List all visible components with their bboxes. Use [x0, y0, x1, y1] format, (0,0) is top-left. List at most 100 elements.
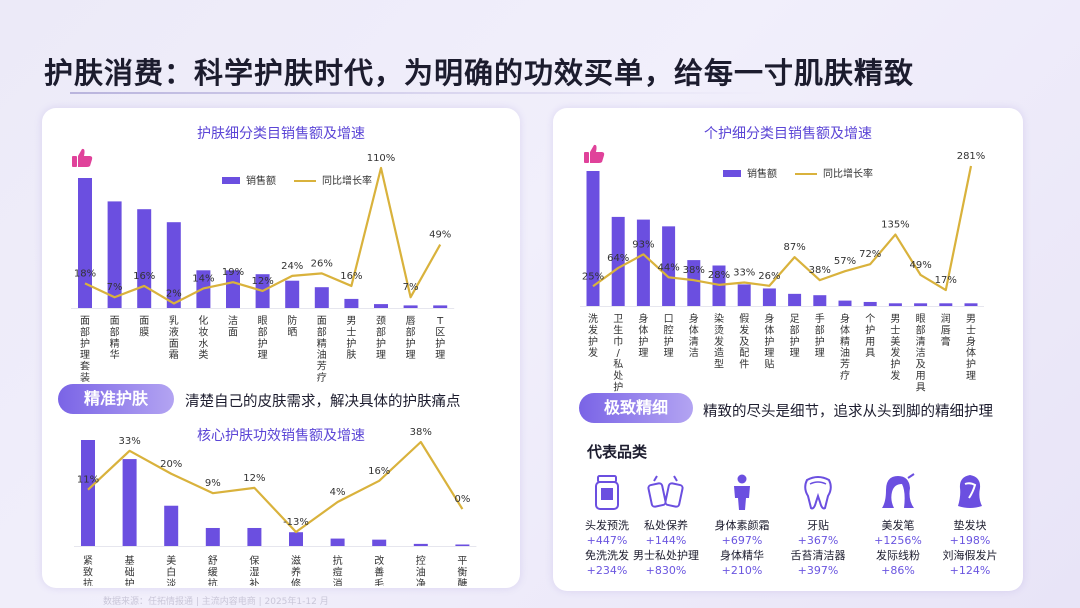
product-item: 头发预洗 +447% 免洗洗发 +234% — [572, 472, 642, 578]
left-tagline: 清楚自己的皮肤需求，解决具体的护肤痛点 — [185, 394, 461, 410]
product-growth: +830% — [645, 564, 687, 577]
sales-bar — [81, 440, 95, 546]
product-item: 垫发块 +198% 刘海假发片 +124% — [935, 472, 1005, 578]
growth-data-label: 20% — [160, 459, 182, 470]
category-label: 改善毛孔 — [374, 554, 384, 586]
representative-categories-title: 代表品类 — [587, 443, 648, 461]
category-label: 唇部护理 — [406, 315, 416, 361]
growth-data-label: 26% — [311, 258, 333, 269]
legend-sales-label: 销售额 — [246, 174, 276, 187]
data-source-footer: 数据来源：任拓情报通 | 主流内容电商 | 2025年1-12 月 — [103, 597, 329, 607]
growth-data-label: 16% — [340, 271, 362, 282]
category-label: 面部精华 — [110, 316, 120, 361]
category-label: 紧致抗老 — [83, 555, 93, 586]
personal-care-panel: 个护细分类目销售额及增速 销售额 同比增长率 25% 64% 93% 44% 38% 28% 33… — [553, 108, 1023, 591]
growth-data-label: 7% — [107, 282, 123, 293]
sales-bar — [137, 209, 152, 308]
growth-data-label: 4% — [330, 487, 346, 498]
product-growth: +198% — [949, 534, 991, 547]
growth-data-label: 33% — [118, 436, 140, 447]
category-label: 防晒 — [287, 314, 297, 338]
category-label: 染烫发造型 — [714, 312, 724, 371]
product-name: 舌苔清洁器 — [790, 549, 846, 562]
sales-bar — [586, 171, 600, 306]
category-label: 控油净化 — [416, 554, 426, 586]
growth-data-label: 12% — [251, 276, 273, 287]
category-label: 保湿补水 — [249, 554, 259, 586]
growth-data-label: 72% — [859, 249, 881, 260]
category-label: 口腔护理 — [664, 314, 674, 359]
product-growth: +124% — [949, 564, 991, 577]
growth-data-label: -13% — [283, 517, 309, 528]
growth-data-label: 49% — [429, 230, 451, 241]
growth-data-label: 16% — [133, 271, 155, 282]
product-growth: +1256% — [874, 534, 922, 547]
category-label: 抗痘消炎 — [333, 554, 343, 586]
category-label: 基础护肤 — [125, 554, 135, 586]
growth-data-label: 9% — [205, 478, 221, 489]
product-name: 男士私处护理 — [633, 549, 699, 562]
product-name: 美发笔 — [881, 519, 915, 532]
product-item: 私处保养 +144% 男士私处护理 +830% — [631, 472, 701, 578]
category-label: 男士身体护理 — [966, 313, 976, 382]
sales-bar — [247, 527, 262, 546]
private-care-bottles-icon — [647, 475, 684, 508]
sales-bar — [888, 303, 902, 306]
growth-data-label: 57% — [834, 256, 856, 267]
product-growth: +234% — [586, 564, 628, 577]
product-name: 免洗洗发 — [585, 549, 629, 562]
category-label: 舒缓抗敏 — [208, 554, 218, 586]
growth-data-label: 11% — [77, 475, 99, 486]
category-label: 卫生巾/私处护理 — [613, 314, 623, 393]
sales-bar — [403, 305, 418, 308]
category-label: 面部护理套装 — [80, 316, 90, 384]
category-label: 身体精油芳疗 — [840, 312, 850, 382]
precise-skincare-pill: 精准护肤 — [58, 384, 174, 414]
tooth-icon — [804, 476, 832, 510]
body-figure-icon — [734, 474, 750, 510]
growth-data-label: 135% — [881, 220, 910, 231]
category-label: 化妆水类 — [198, 314, 208, 361]
growth-data-label: 38% — [809, 265, 831, 276]
product-name: 刘海假发片 — [942, 549, 998, 562]
growth-data-label: 26% — [758, 271, 780, 282]
category-label: 眼部护理 — [258, 315, 268, 361]
sales-bar — [226, 270, 240, 308]
growth-data-label: 64% — [607, 253, 629, 264]
sales-bar — [737, 284, 751, 306]
growth-data-label: 2% — [166, 288, 182, 299]
growth-data-label: 25% — [582, 271, 604, 282]
category-label: 平衡醣肤 — [457, 556, 467, 586]
product-growth: +144% — [645, 534, 687, 547]
sales-bar — [374, 304, 388, 308]
category-label: 身体护理贴 — [764, 312, 774, 371]
growth-data-label: 28% — [708, 270, 730, 281]
hair-woman-icon — [882, 473, 915, 508]
sales-bar — [330, 538, 345, 546]
category-label: 男士美发护发 — [890, 313, 900, 382]
thumbs-up-icon — [72, 148, 93, 167]
sales-bar — [838, 300, 852, 306]
skin-efficacy-chart: 核心护肤功效销售额及增速 11% 33% 20% 9% 12% -13% 4% 16% 38% 0%… — [74, 427, 477, 586]
shampoo-bottle-icon — [595, 475, 619, 510]
product-growth: +397% — [797, 564, 839, 577]
growth-data-label: 16% — [368, 466, 390, 477]
category-label: 洗发护发 — [588, 313, 598, 359]
category-label: 乳液面霜 — [169, 314, 179, 361]
title-underline — [70, 92, 770, 94]
growth-data-label: 44% — [657, 262, 679, 273]
growth-data-label: 14% — [192, 273, 214, 284]
hair-pad-icon — [958, 475, 982, 508]
product-name: 身体精华 — [720, 549, 764, 562]
sales-bar — [788, 293, 802, 306]
sales-bar — [205, 527, 220, 546]
category-label: 个护用具 — [865, 313, 875, 359]
sales-bar — [687, 260, 701, 306]
sales-bar — [372, 539, 387, 546]
category-label: 面膜 — [139, 316, 149, 338]
product-growth: +210% — [721, 564, 763, 577]
product-growth: +697% — [721, 534, 763, 547]
product-item: 美发笔 +1256% 发际线粉 +86% — [863, 472, 933, 578]
fine-care-pill: 极致精细 — [579, 393, 693, 423]
category-label: 眼部清洁及用具 — [916, 313, 926, 393]
